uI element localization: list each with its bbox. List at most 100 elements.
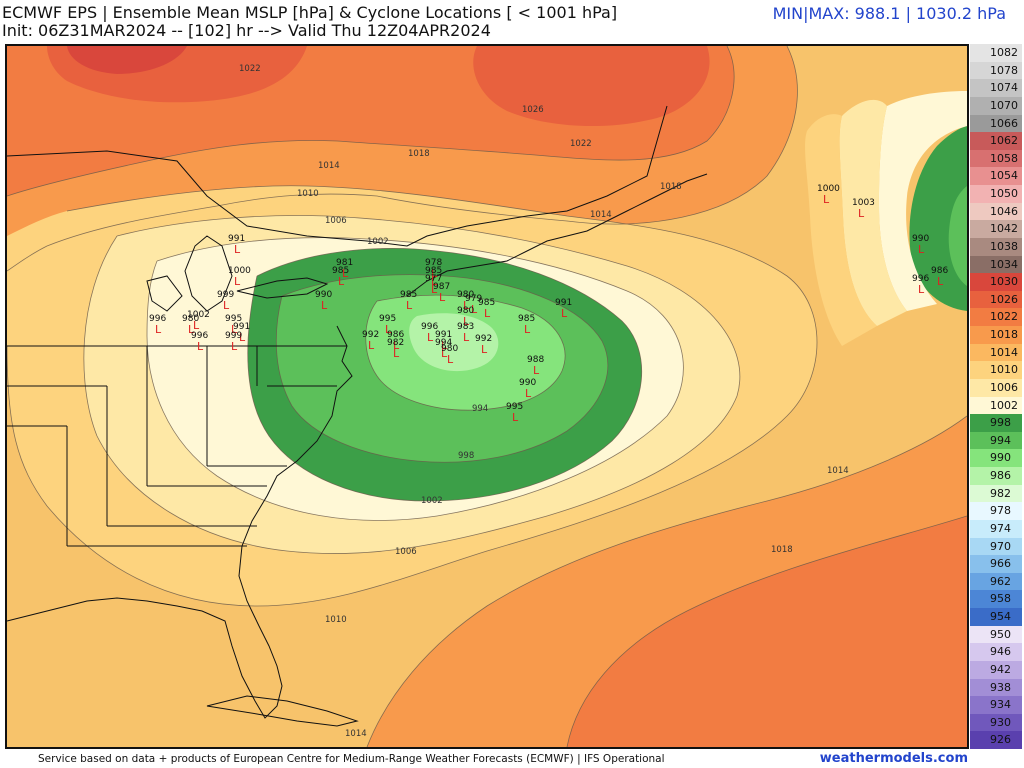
colorbar-label: 962	[990, 574, 1011, 588]
colorbar-swatch: 982	[970, 484, 1022, 503]
colorbar-label: 966	[990, 557, 1011, 571]
colorbar-swatch: 1018	[970, 326, 1022, 344]
cyclone-pressure-value: 991	[228, 234, 245, 244]
cyclone-low-symbol: L	[463, 331, 470, 344]
colorbar-label: 1026	[990, 292, 1018, 306]
cyclone-low-symbol: L	[427, 331, 434, 344]
colorbar-swatch: 958	[970, 590, 1022, 608]
colorbar-swatch: 1054	[970, 167, 1022, 185]
cyclone-low-symbol: L	[188, 323, 195, 336]
cyclone-pressure-value: 982	[387, 338, 404, 348]
cyclone-low-symbol: L	[918, 243, 925, 256]
isobar-label: 1010	[297, 189, 319, 199]
map-panel[interactable]: 1022 1026 1022 1018 1018 1014 1014 1010 1006 1002…	[5, 44, 969, 749]
colorbar-swatch: 998	[970, 414, 1022, 432]
canada-border	[7, 105, 668, 247]
high-pressure-north-1030	[67, 46, 187, 74]
colorbar-swatch: 970	[970, 537, 1022, 556]
cyclone-low-symbol: L	[193, 319, 200, 332]
cyclone-low-symbol: L	[393, 339, 400, 352]
colorbar-label: 1082	[990, 46, 1018, 59]
cyclone-low-symbol: L	[447, 353, 454, 366]
cyclone-pressure-value: 988	[527, 355, 544, 365]
isobar-label: 1006	[325, 216, 347, 226]
colorbar-swatch: 1014	[970, 343, 1022, 362]
cyclone-low-symbol: L	[321, 299, 328, 312]
colorbar-label: 1046	[990, 204, 1018, 218]
east-low-998	[909, 126, 967, 311]
cyclone-low-symbol: L	[441, 339, 448, 352]
cyclone-low-symbol: L	[231, 323, 238, 336]
colorbar-swatch: 1046	[970, 202, 1022, 221]
east-band-1010	[805, 114, 877, 346]
east-low-994	[948, 186, 967, 286]
state-borders	[7, 345, 347, 547]
isobar-label: 1014	[318, 161, 340, 171]
colorbar-swatch: 962	[970, 572, 1022, 591]
cyclone-low-symbol: L	[441, 347, 448, 360]
us-east-coast	[7, 325, 353, 719]
colorbar-swatch: 1070	[970, 96, 1022, 115]
cyclone-low-symbol: L	[342, 267, 349, 280]
brand-link[interactable]: weathermodels.com	[819, 751, 968, 766]
isobar-994	[275, 274, 609, 463]
colorbar-swatch: 1034	[970, 255, 1022, 274]
colorbar-swatch: 1082	[970, 44, 1022, 62]
cyclone-low-symbol: L	[858, 207, 865, 220]
colorbar-label: 974	[990, 521, 1011, 535]
isobar-1018-south	[566, 515, 967, 747]
data-credit: Service based on data + products of Euro…	[38, 753, 665, 765]
colorbar-label: 1010	[990, 363, 1018, 377]
cyclone-low-symbol: L	[431, 275, 438, 288]
colorbar-label: 1074	[990, 81, 1018, 95]
cyclone-low-symbol: L	[368, 339, 375, 352]
colorbar-swatch: 1002	[970, 396, 1022, 415]
colorbar-label: 946	[990, 645, 1011, 659]
cyclone-pressure-value: 985	[400, 290, 417, 300]
cyclone-low-symbol: L	[431, 267, 438, 280]
cyclone-pressure-value: 985	[518, 314, 535, 324]
pressure-fill-layer	[7, 46, 967, 747]
colorbar-swatch: 990	[970, 449, 1022, 467]
cyclone-low-symbol: L	[463, 299, 470, 312]
cyclone-pressure-value: 980	[182, 314, 199, 324]
isobar-1014-south	[366, 415, 967, 747]
colorbar-label: 1038	[990, 239, 1018, 253]
colorbar-swatch: 926	[970, 731, 1022, 749]
cyclone-low-symbol: L	[823, 193, 830, 206]
colorbar-swatch: 950	[970, 625, 1022, 644]
cyclone-low-symbol: L	[471, 303, 478, 316]
cyclone-pressure-value: 990	[519, 378, 536, 388]
colorbar-swatch: 934	[970, 696, 1022, 714]
cyclone-low-symbol: L	[512, 411, 519, 424]
cyclone-pressure-value: 978	[425, 258, 442, 268]
cyclone-low-symbol: L	[234, 243, 241, 256]
colorbar-label: 954	[990, 610, 1011, 623]
colorbar-swatch: 1042	[970, 220, 1022, 238]
pressure-map[interactable]: 1022 1026 1022 1018 1018 1014 1014 1010 1006 1002…	[7, 46, 967, 747]
cyclone-pressure-value: 992	[362, 330, 379, 340]
cyclone-low-symbol: L	[524, 323, 531, 336]
colorbar-swatch: 1026	[970, 290, 1022, 309]
cyclone-pressure-value: 985	[332, 266, 349, 276]
colorbar-label: 1054	[990, 169, 1018, 183]
colorbar-swatch: 1030	[970, 273, 1022, 291]
cyclone-pressure-value: 991	[233, 322, 250, 332]
chart-title: ECMWF EPS | Ensemble Mean MSLP [hPa] & C…	[2, 3, 618, 22]
